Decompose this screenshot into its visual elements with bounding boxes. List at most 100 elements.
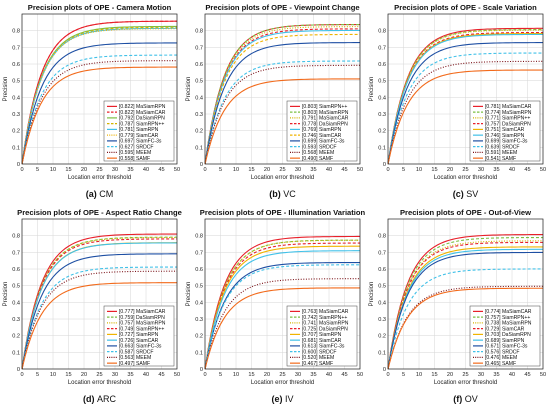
legend-entry: [0.757] SiamRPN++ <box>485 315 530 321</box>
legend-entry: [0.591] MEEM <box>485 150 517 156</box>
y-tick-label: 0.7 <box>195 250 203 256</box>
series-line-masiamrpn <box>21 236 177 370</box>
y-tick-label: 0.2 <box>12 334 20 340</box>
x-tick-label: 0 <box>386 372 389 378</box>
series-line-masiamcar <box>21 20 177 165</box>
x-tick-label: 40 <box>509 167 515 173</box>
legend-entry: [0.568] MEEM <box>302 150 334 156</box>
legend-entry: [0.520] MEEM <box>302 355 334 361</box>
x-tick-label: 35 <box>493 372 499 378</box>
x-tick-label: 5 <box>36 167 39 173</box>
legend-entry: [0.822] MaSiamRPN <box>119 104 166 110</box>
x-tick-label: 25 <box>96 372 102 378</box>
subfigure-caption: (d) ARC <box>83 394 117 404</box>
legend-entry: [0.781] SiamRPN <box>119 127 159 133</box>
chart-panel-sv: Precision plots of OPE - Scale Variation… <box>369 3 546 199</box>
series-line-siamfc-3s <box>204 42 361 165</box>
legend-entry: [0.587] SRDCF <box>119 349 154 355</box>
x-tick-label: 50 <box>540 167 546 173</box>
legend-entry: [0.803] MaSiamRPN <box>302 110 349 116</box>
x-tick-label: 5 <box>402 372 405 378</box>
y-tick-label: 0.4 <box>12 300 20 306</box>
y-tick-label: 0.5 <box>12 79 20 85</box>
x-axis-label: Location error threshold <box>68 175 131 181</box>
legend-entry: [0.725] DaSiamRPN <box>302 326 348 332</box>
x-tick-label: 30 <box>112 167 118 173</box>
x-tick-label: 30 <box>478 167 484 173</box>
plot-frame <box>21 218 178 370</box>
x-tick-label: 20 <box>81 167 87 173</box>
series-line-meem <box>21 270 178 370</box>
y-axis-label: Precision <box>369 77 375 102</box>
series-line-samf <box>387 69 544 165</box>
series-line-siamfc-3s <box>21 253 178 370</box>
x-tick-label: 20 <box>81 372 87 378</box>
x-tick-label: 15 <box>65 372 71 378</box>
y-tick-label: 0.8 <box>378 29 386 35</box>
x-tick-label: 45 <box>158 372 164 378</box>
y-axis-label: Precision <box>369 282 375 307</box>
chart-panel-cm: Precision plots of OPE - Camera Motion00… <box>3 3 180 199</box>
series-line-masiamcar <box>204 26 361 165</box>
y-tick-label: 0.1 <box>195 145 203 151</box>
series-line-samf <box>204 287 360 370</box>
y-tick-label: 0 <box>383 162 386 168</box>
x-tick-label: 10 <box>416 167 422 173</box>
legend-entry: [0.600] SRDCF <box>302 349 337 355</box>
y-tick-label: 0.5 <box>195 79 203 85</box>
legend-entry: [0.576] SRDCF <box>485 349 520 355</box>
series-line-meem <box>21 60 178 165</box>
legend-entry: [0.774] MaSiamCAR <box>485 309 532 315</box>
series-line-siamrpn <box>204 29 361 165</box>
legend-entry: [0.689] SiamRPN <box>485 338 525 344</box>
chart-title: Precision plots of OPE - Illumination Va… <box>200 208 366 217</box>
plot-frame <box>204 218 361 370</box>
y-axis-label: Precision <box>3 77 9 102</box>
y-tick-label: 0.5 <box>12 284 20 290</box>
x-tick-label: 10 <box>233 167 239 173</box>
x-tick-label: 15 <box>248 372 254 378</box>
x-tick-label: 30 <box>295 372 301 378</box>
series-line-masiamcar <box>387 234 544 370</box>
legend-entry: [0.787] SiamRPN++ <box>119 121 164 127</box>
x-tick-label: 20 <box>447 167 453 173</box>
legend-entry: [0.738] MaSiamRPN <box>485 321 532 327</box>
x-tick-label: 20 <box>264 372 270 378</box>
x-tick-label: 50 <box>357 372 363 378</box>
y-tick-label: 0.8 <box>12 29 20 35</box>
legend-entry: [0.699] SiamFC-3s <box>485 139 528 145</box>
series-line-siamrpn <box>387 33 543 165</box>
legend: [0.777] MaSiamCAR[0.759] DaSiamRPN[0.757… <box>103 305 175 367</box>
legend-box <box>469 305 541 367</box>
x-tick-label: 25 <box>279 372 285 378</box>
x-tick-label: 45 <box>524 167 530 173</box>
legend-entry: [0.703] DaSiamRPN <box>485 332 531 338</box>
y-tick-label: 0.4 <box>195 300 203 306</box>
legend-entry: [0.726] SiamCAR <box>119 338 159 344</box>
legend-entry: [0.707] SiamRPN <box>302 332 342 338</box>
legend-entry: [0.774] MaSiamRPN <box>485 110 532 116</box>
y-tick-label: 0.2 <box>378 334 386 340</box>
chart-panel-arc: Precision plots of OPE - Aspect Ratio Ch… <box>3 208 182 404</box>
series-line-siamcar <box>387 241 544 370</box>
x-tick-label: 25 <box>462 372 468 378</box>
y-tick-label: 0.4 <box>378 300 386 306</box>
x-tick-label: 0 <box>203 167 206 173</box>
subfigure-caption: (c) SV <box>453 189 479 199</box>
y-tick-label: 0.5 <box>378 284 386 290</box>
y-tick-label: 0.3 <box>195 112 203 118</box>
y-tick-label: 0.3 <box>12 317 20 323</box>
x-tick-label: 35 <box>310 167 316 173</box>
chart-panel-iv: Precision plots of OPE - Illumination Va… <box>186 208 366 404</box>
legend-entry: [0.729] SiamCAR <box>485 326 525 332</box>
chart-title: Precision plots of OPE - Viewpoint Chang… <box>205 3 359 12</box>
legend-box <box>286 100 358 162</box>
x-axis-label: Location error threshold <box>251 175 314 181</box>
legend-entry: [0.746] SiamRPN <box>485 133 525 139</box>
x-tick-label: 25 <box>279 167 285 173</box>
y-tick-label: 0.1 <box>378 350 386 356</box>
x-tick-label: 40 <box>326 372 332 378</box>
legend-entry: [0.613] SiamFC-3s <box>302 344 345 350</box>
series-line-srdcf <box>21 266 178 370</box>
legend-entry: [0.778] DaSiamRPN <box>302 121 348 127</box>
